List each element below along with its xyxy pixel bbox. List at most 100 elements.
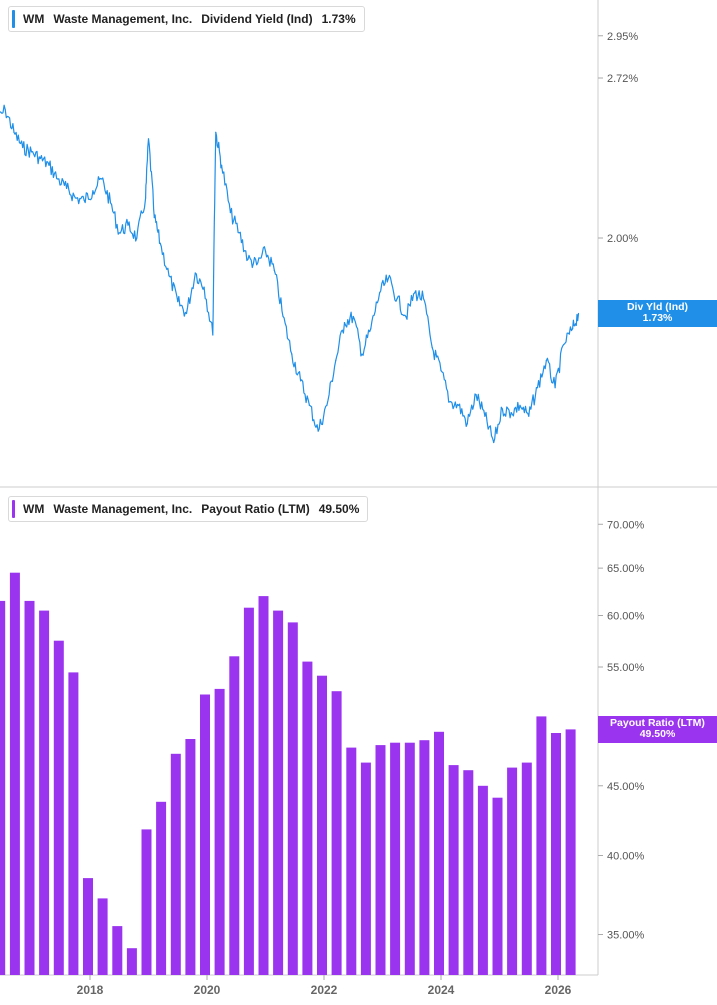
y-tick-label: 70.00% [607, 519, 645, 531]
legend-value: 1.73% [321, 12, 356, 26]
legend-payout-ratio[interactable]: WM Waste Management, Inc. Payout Ratio (… [8, 496, 369, 522]
data-point [57, 178, 59, 180]
legend-swatch-blue [12, 10, 15, 28]
legend-metric: Payout Ratio (LTM) [201, 502, 310, 516]
x-tick-label: 2020 [194, 983, 221, 997]
data-point [510, 411, 512, 414]
payout-bar [200, 694, 210, 975]
data-point [572, 328, 574, 330]
payout-bar [141, 829, 152, 975]
data-point [414, 292, 416, 294]
payout-bar [521, 762, 532, 975]
legend-metric: Dividend Yield (Ind) [201, 12, 313, 26]
data-point [440, 370, 442, 372]
data-point [22, 146, 24, 149]
data-point [282, 315, 284, 318]
y-tick-label: 65.00% [607, 563, 645, 575]
x-tick-label: 2018 [77, 983, 104, 997]
payout-bar [258, 596, 269, 975]
data-point [144, 197, 147, 199]
payout-bar [97, 898, 108, 975]
data-point [317, 430, 319, 432]
data-point [536, 387, 539, 389]
payout-bar [419, 740, 430, 975]
data-point [147, 138, 150, 140]
payout-bar [83, 878, 93, 975]
data-point [335, 360, 337, 362]
payout-bar [536, 716, 547, 975]
payout-bar [0, 600, 6, 975]
data-point [422, 298, 425, 300]
payout-bar [68, 672, 79, 975]
badge-label: Payout Ratio (LTM) [610, 717, 705, 729]
data-point [378, 292, 381, 294]
payout-bar [9, 572, 20, 975]
payout-bar [375, 745, 386, 975]
data-point [256, 264, 258, 266]
data-point [501, 408, 504, 410]
data-point [475, 394, 477, 396]
y-tick-label: 2.95% [607, 31, 638, 43]
current-value-badge-yield: Div Yld (Ind) 1.73% [598, 300, 717, 327]
data-point [118, 232, 120, 234]
data-point [449, 401, 451, 403]
payout-bar [404, 742, 415, 975]
data-point [577, 312, 580, 315]
data-point [127, 224, 129, 226]
payout-bar [346, 747, 357, 975]
payout-bar [112, 926, 123, 975]
data-point [83, 199, 85, 201]
payout-bar [448, 765, 459, 975]
payout-bar [170, 753, 181, 975]
dividend-yield-line [0, 104, 580, 444]
payout-bar [156, 801, 167, 975]
data-point [431, 347, 433, 349]
data-point [109, 202, 112, 204]
legend-value: 49.50% [318, 502, 360, 516]
payout-bar [390, 742, 401, 975]
y-tick-label: 2.00% [607, 233, 638, 245]
data-point [554, 387, 556, 389]
data-point [387, 277, 389, 280]
data-point [273, 269, 275, 271]
data-point [4, 108, 6, 111]
data-point [66, 187, 68, 190]
x-tick-label: 2022 [311, 983, 338, 997]
data-point [370, 328, 372, 330]
data-point [519, 404, 521, 406]
badge-value: 1.73% [642, 312, 673, 324]
data-point [177, 300, 179, 303]
y-tick-label: 55.00% [607, 662, 645, 674]
data-point [528, 415, 530, 417]
data-point [185, 312, 188, 315]
data-point [136, 237, 138, 239]
legend-dividend-yield[interactable]: WM Waste Management, Inc. Dividend Yield… [8, 6, 365, 32]
y-tick-label: 35.00% [607, 930, 645, 942]
data-point [291, 353, 293, 355]
data-point [352, 315, 354, 318]
payout-bar [507, 767, 518, 975]
payout-bar [302, 661, 313, 975]
badge-label: Div Yld (Ind) [626, 301, 689, 313]
legend-ticker: WM [23, 12, 45, 26]
payout-bar [477, 785, 488, 975]
legend-swatch-purple [12, 500, 15, 518]
data-point [563, 343, 565, 346]
payout-bar [39, 610, 50, 975]
data-point [92, 190, 94, 192]
y-tick-label: 2.72% [607, 73, 638, 85]
legend-ticker: WM [23, 502, 45, 516]
data-point [247, 258, 249, 260]
data-point [238, 232, 240, 234]
payout-bar [53, 640, 64, 975]
data-point [493, 441, 495, 444]
data-point [168, 275, 170, 277]
x-tick-label: 2026 [545, 983, 572, 997]
payout-bar [463, 770, 474, 975]
current-value-badge-payout: Payout Ratio (LTM) 49.50% [598, 716, 717, 743]
data-point [101, 178, 103, 180]
legend-company: Waste Management, Inc. [53, 12, 193, 26]
payout-bar [185, 739, 196, 975]
payout-bar [331, 691, 342, 975]
